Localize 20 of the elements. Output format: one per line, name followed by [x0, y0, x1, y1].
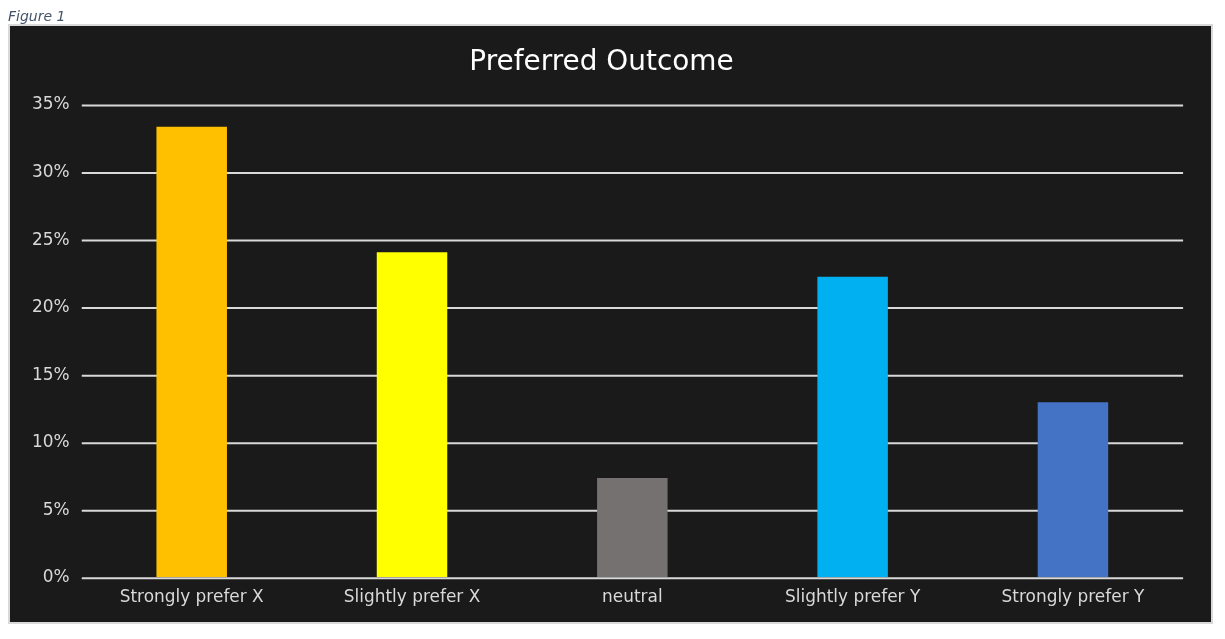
y-tick-label: 30%	[31, 161, 70, 181]
y-tick-label: 5%	[42, 498, 70, 519]
y-tick-label: 15%	[31, 363, 70, 384]
caption: Figure 1	[8, 8, 67, 24]
y-tick-label: 10%	[31, 431, 70, 452]
y-tick-label: 20%	[31, 296, 70, 317]
bar	[156, 126, 227, 577]
y-tick-label: 35%	[31, 93, 70, 114]
x-tick-label: Slightly prefer Y	[785, 586, 921, 607]
x-tick-label: Slightly prefer X	[343, 586, 481, 607]
bar	[376, 252, 448, 577]
x-tick-label: neutral	[602, 586, 663, 607]
chart-title: Preferred Outcome	[469, 43, 734, 77]
y-tick-label: 0%	[42, 566, 70, 587]
bar	[817, 276, 888, 577]
bar	[597, 477, 668, 577]
bar	[1037, 402, 1109, 577]
x-tick-label: Strongly prefer Y	[1001, 586, 1145, 607]
x-tick-label: Strongly prefer X	[119, 586, 265, 607]
y-tick-label: 25%	[31, 228, 70, 249]
